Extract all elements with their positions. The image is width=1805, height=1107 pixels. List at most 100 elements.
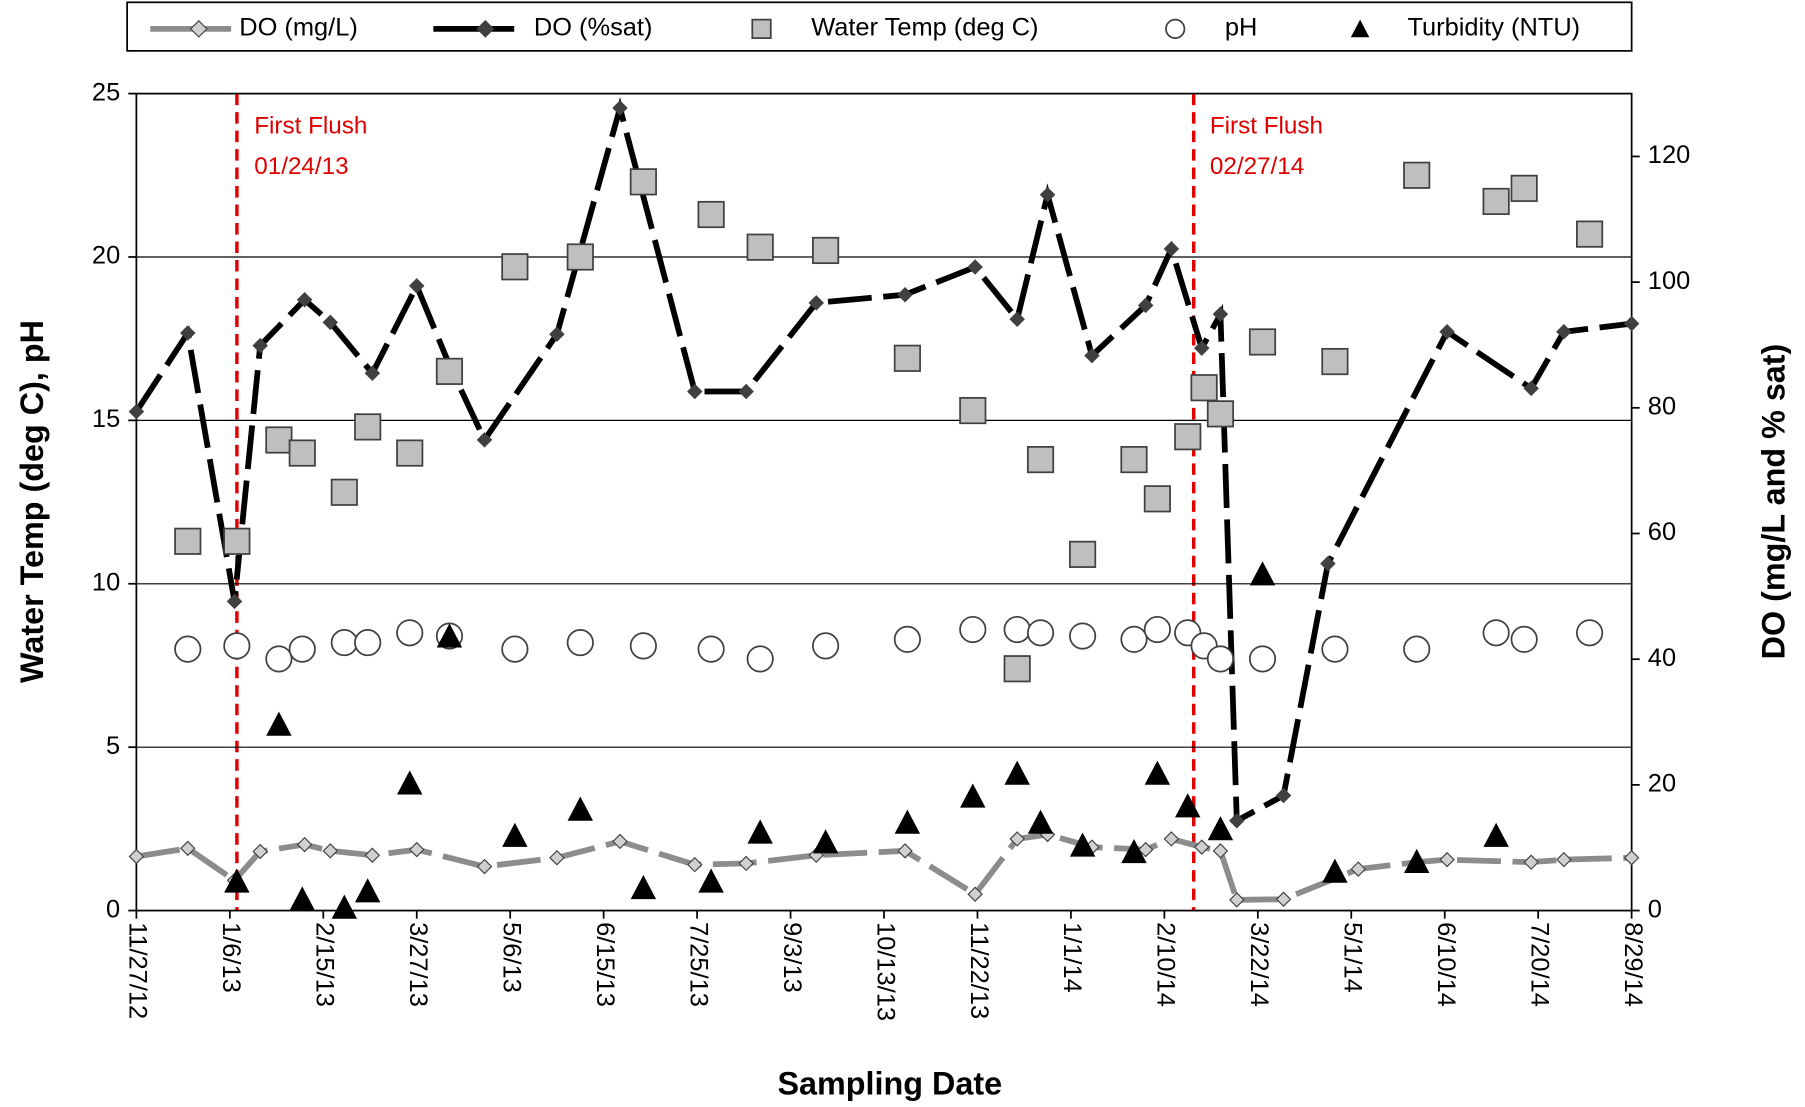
x-tick-label: 11/27/12	[124, 922, 152, 1019]
marker	[1165, 18, 1186, 39]
marker	[1403, 848, 1430, 873]
annotation: 01/24/13	[254, 153, 348, 180]
marker	[959, 397, 987, 425]
x-tick-label: 6/10/14	[1432, 922, 1460, 1007]
marker	[180, 325, 196, 341]
marker	[1120, 625, 1148, 653]
marker	[808, 295, 825, 311]
x-axis-title: Sampling Date	[777, 1066, 1002, 1102]
marker	[1163, 831, 1180, 847]
y2-tick-label: 0	[1648, 895, 1662, 923]
marker	[1144, 760, 1171, 785]
marker	[566, 243, 594, 271]
marker	[180, 840, 196, 857]
marker	[1403, 635, 1431, 663]
marker	[1439, 324, 1455, 340]
marker	[1069, 622, 1097, 650]
marker	[1121, 839, 1147, 864]
marker	[1439, 851, 1455, 868]
marker	[1003, 655, 1031, 683]
x-tick-label: 3/27/13	[404, 922, 432, 1007]
marker	[1321, 347, 1349, 376]
marker	[354, 413, 382, 441]
marker	[296, 836, 313, 853]
marker	[1084, 347, 1100, 364]
marker	[1229, 892, 1245, 908]
marker	[629, 168, 657, 196]
marker	[1510, 625, 1538, 653]
marker	[296, 291, 313, 308]
marker	[1212, 306, 1229, 322]
marker	[189, 19, 208, 38]
x-tick-label: 11/22/13	[965, 922, 993, 1019]
legend-label: Turbidity (NTU)	[1407, 14, 1580, 42]
marker	[322, 843, 339, 859]
marker	[476, 858, 493, 875]
legend-label: pH	[1225, 14, 1257, 42]
y2-tick-label: 20	[1648, 770, 1676, 798]
x-tick-label: 8/29/14	[1619, 922, 1647, 1007]
marker	[1320, 555, 1336, 572]
marker	[364, 847, 381, 864]
y-tick-label: 0	[106, 895, 120, 923]
plot-frame	[135, 92, 1633, 912]
marker	[1120, 446, 1148, 474]
marker	[967, 259, 983, 275]
marker	[812, 236, 840, 265]
marker	[1027, 809, 1054, 834]
marker	[408, 841, 425, 858]
marker	[738, 383, 754, 400]
marker	[174, 527, 202, 555]
marker	[629, 632, 657, 660]
marker	[747, 819, 773, 844]
marker	[1576, 619, 1604, 647]
marker	[252, 337, 268, 354]
marker	[1039, 187, 1056, 203]
marker	[397, 770, 423, 795]
legend-item: DO (mg/L)	[150, 14, 358, 42]
marker	[1212, 843, 1229, 859]
x-tick-label: 10/13/13	[871, 922, 899, 1021]
marker	[1556, 851, 1572, 868]
marker	[1321, 635, 1349, 663]
x-tick-label: 1/1/14	[1058, 922, 1086, 993]
marker	[687, 856, 703, 873]
legend-label: Water Temp (deg C)	[811, 14, 1038, 42]
marker	[751, 18, 772, 39]
marker	[223, 527, 251, 555]
marker	[1248, 645, 1277, 673]
marker	[174, 635, 202, 663]
marker	[476, 19, 495, 38]
marker	[549, 850, 565, 866]
marker	[812, 632, 840, 660]
y2-tick-label: 120	[1648, 141, 1690, 169]
marker	[396, 619, 424, 647]
marker	[322, 314, 339, 331]
marker	[354, 878, 381, 903]
marker	[1523, 854, 1539, 870]
y2-axis-title: DO (mg/L and % sat)	[1756, 344, 1792, 660]
marker	[967, 886, 983, 902]
marker	[746, 233, 774, 261]
marker	[1143, 485, 1171, 513]
x-tick-label: 2/15/13	[311, 922, 339, 1007]
marker	[1275, 787, 1292, 804]
y-tick-label: 5	[106, 732, 120, 760]
marker	[1207, 816, 1234, 841]
marker	[612, 100, 628, 116]
marker	[1026, 619, 1055, 647]
marker	[408, 278, 425, 294]
marker	[1003, 615, 1031, 644]
y-axis-title: Water Temp (deg C), pH	[14, 320, 50, 683]
marker	[502, 822, 528, 847]
marker	[612, 833, 628, 850]
marker	[1623, 850, 1640, 866]
marker	[1069, 832, 1096, 857]
y-tick-label: 25	[92, 78, 120, 106]
marker	[630, 874, 657, 900]
marker	[501, 635, 529, 663]
marker	[330, 478, 358, 506]
legend-label: DO (%sat)	[534, 14, 653, 42]
y-tick-label: 15	[92, 405, 120, 433]
x-tick-label: 5/1/14	[1339, 922, 1367, 993]
